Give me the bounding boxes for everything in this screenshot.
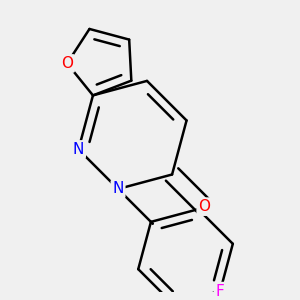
Text: N: N [112,182,124,196]
Text: O: O [198,199,210,214]
Text: N: N [73,142,84,157]
Text: F: F [216,284,224,298]
Text: O: O [61,56,73,71]
